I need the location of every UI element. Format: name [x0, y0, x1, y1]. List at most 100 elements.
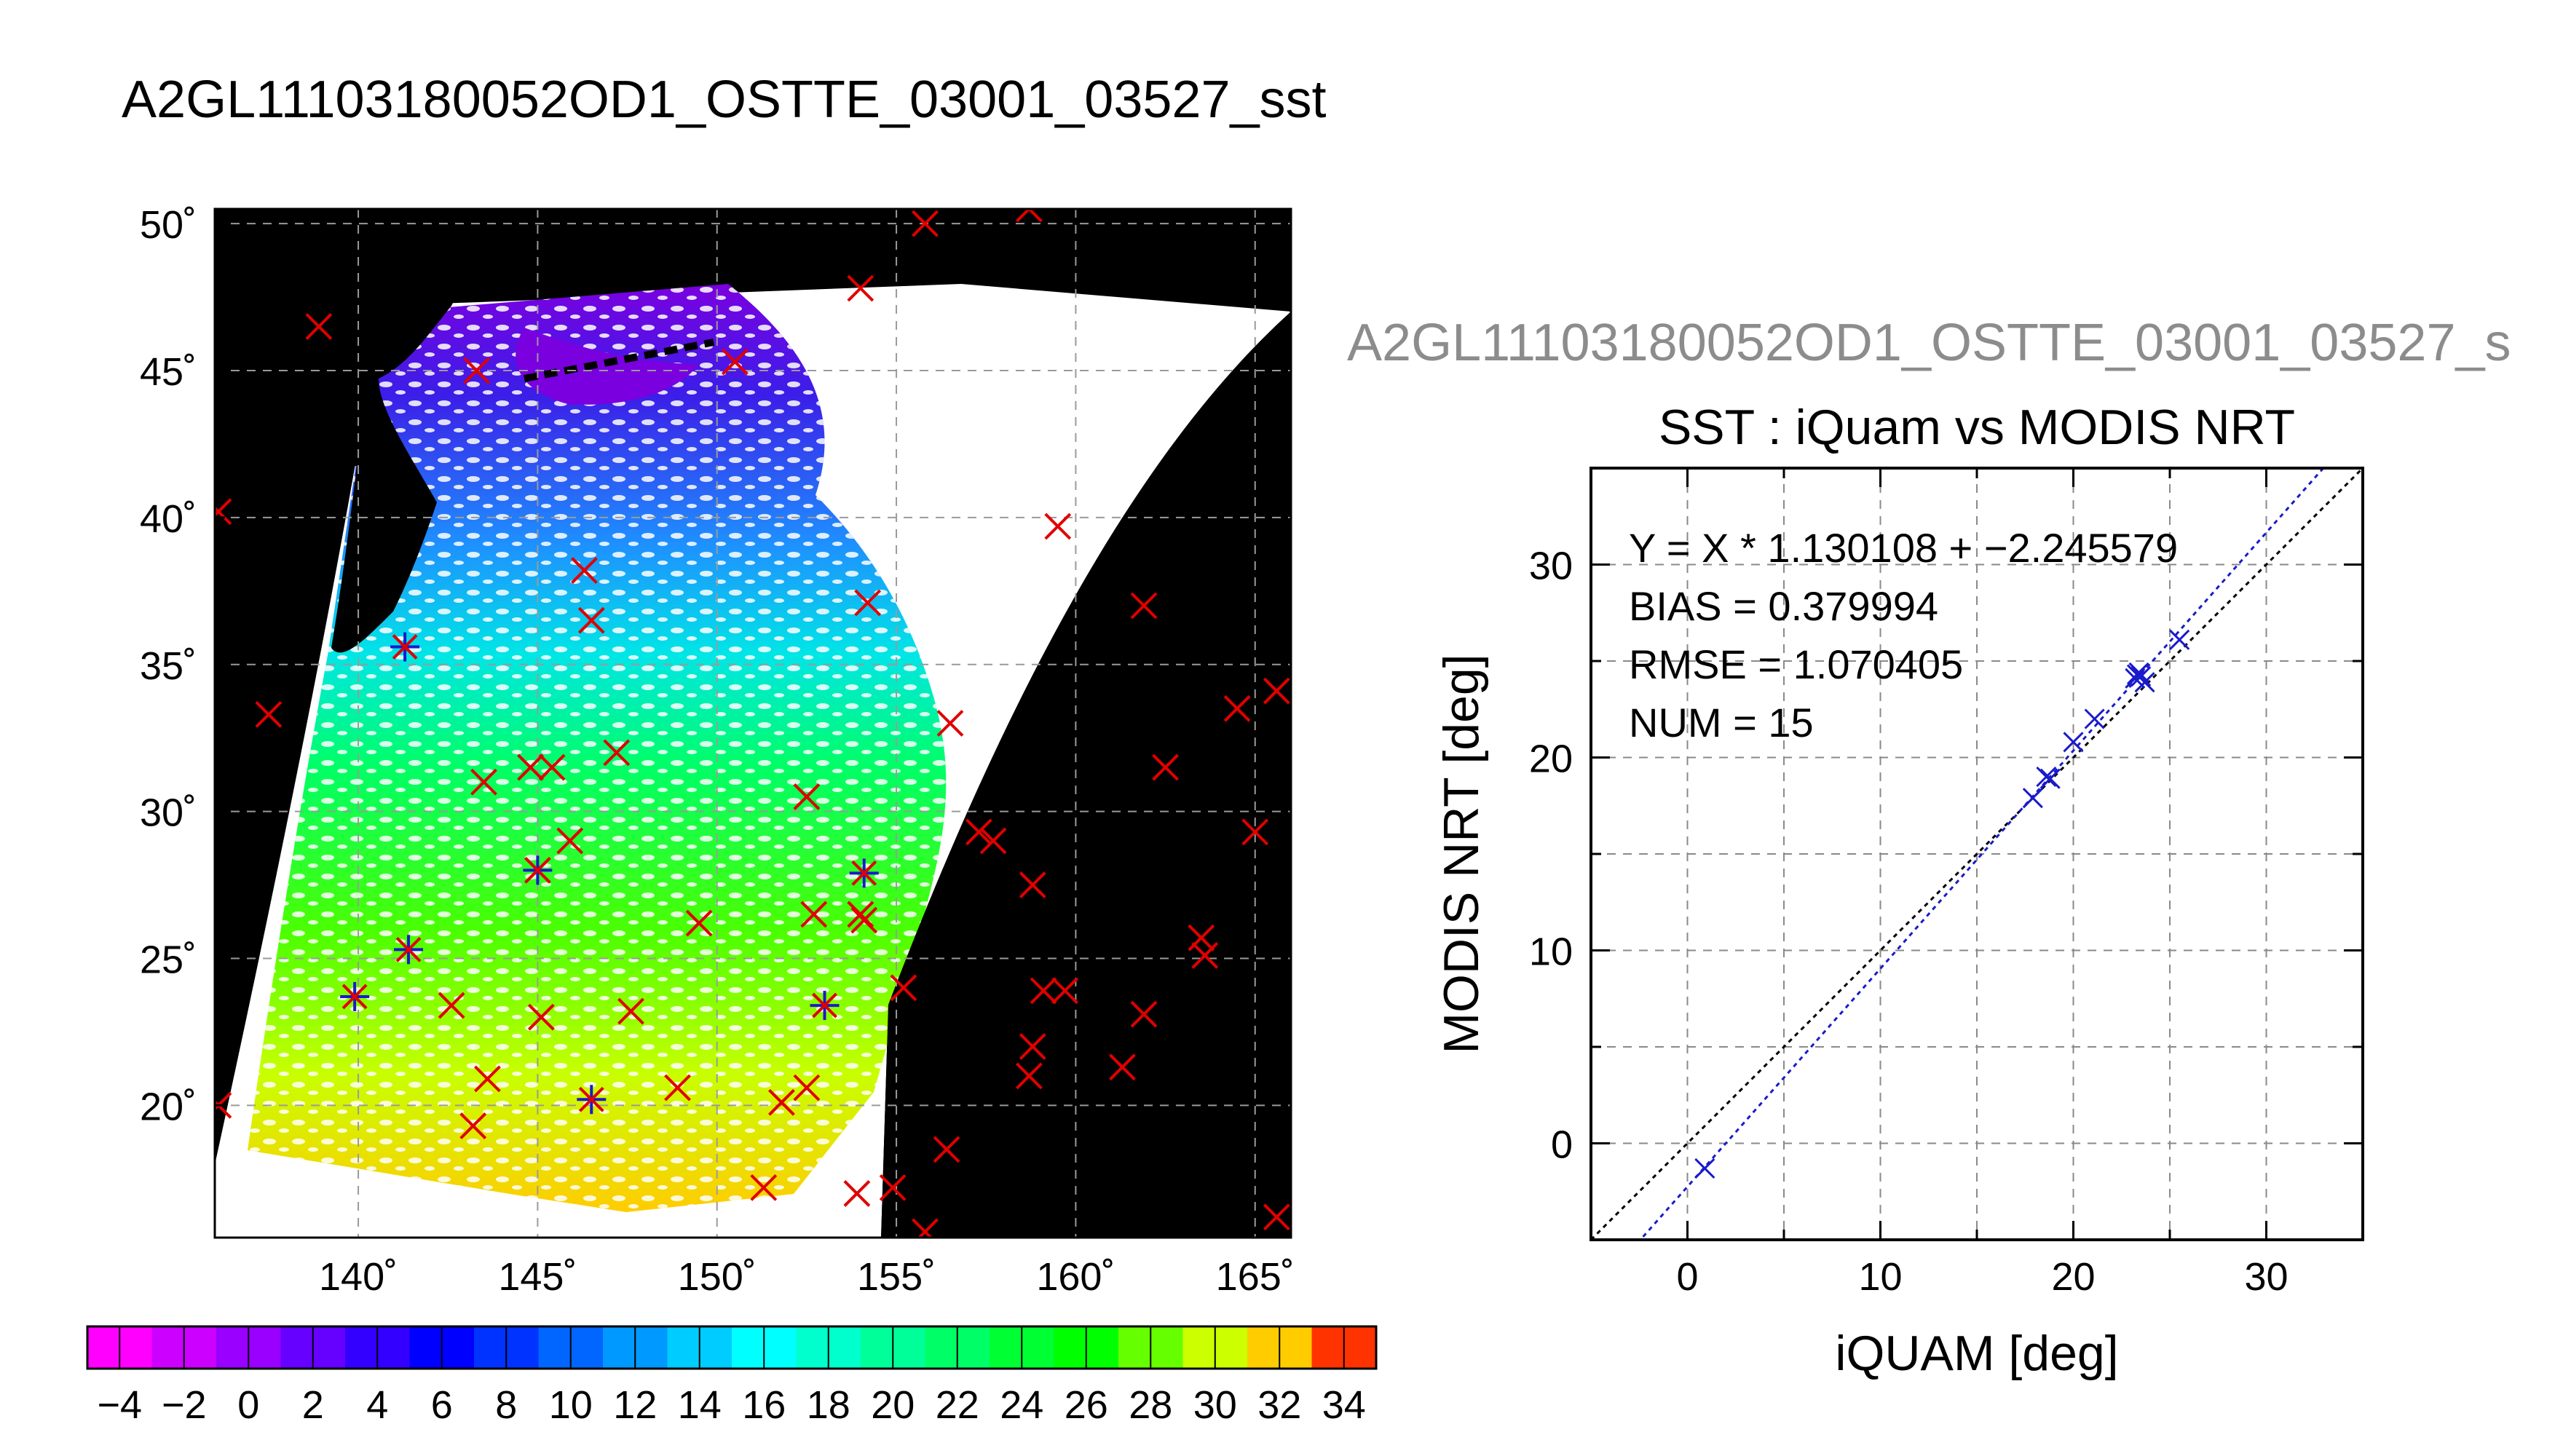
colorbar: −4 −2 0 2 4 6 8 10 12 14 16 18 20 22 24 26 28 30 32 34: [86, 1325, 1378, 1427]
buoy-marker: [850, 906, 878, 934]
buoy-marker: [750, 1174, 778, 1201]
buoy-marker-stroke-b: [603, 739, 631, 767]
colorbar-tick-label: 22: [936, 1383, 979, 1427]
buoy-marker-stroke-b: [305, 313, 333, 340]
buoy-marker: [517, 753, 544, 781]
matchup-marker: [394, 935, 424, 965]
matchup-marker: [849, 858, 879, 888]
buoy-marker: [1223, 695, 1251, 722]
colorbar-tick-label: −2: [162, 1383, 207, 1427]
data-point-stroke-b: [2169, 629, 2190, 650]
buoy-marker-stroke-b: [847, 274, 874, 302]
x-tick-label: 10: [1858, 1255, 1902, 1299]
buoy-marker: [1044, 513, 1072, 540]
buoy-marker-stroke-b: [750, 1174, 778, 1201]
lon-tick-label: 155˚: [857, 1255, 936, 1299]
buoy-marker: [1188, 924, 1215, 951]
colorbar-tick-label: 0: [237, 1383, 259, 1427]
buoy-marker: [685, 909, 713, 937]
off-swath-east: [881, 312, 1291, 1238]
buoy-marker-stroke-b: [917, 1218, 939, 1238]
buoy-marker: [843, 1180, 871, 1207]
buoy-marker: [800, 901, 828, 928]
matchup-cross-stroke-b: [851, 860, 877, 886]
buoy-marker-stroke-a: [1027, 209, 1043, 223]
buoy-marker-stroke-b: [1015, 209, 1032, 223]
data-point-stroke-b: [2039, 768, 2061, 789]
buoy-marker-stroke-b: [1109, 1053, 1136, 1081]
buoy-marker-stroke-b: [890, 974, 917, 1002]
buoy-marker: [438, 992, 465, 1019]
buoy-marker-stroke-b: [936, 710, 964, 737]
scatter-plot: SST : iQuam vs MODIS NRT 0 10 20 300102030 …: [1434, 400, 2364, 1381]
colorbar-tick-label: 30: [1193, 1383, 1237, 1427]
buoy-marker-stroke-b: [1019, 871, 1046, 898]
buoy-marker: [847, 901, 874, 928]
buoy-marker-stroke-b: [965, 818, 992, 846]
lat-tick-label: 25˚: [140, 938, 197, 981]
buoy-marker-stroke-b: [1051, 977, 1079, 1005]
dashed-coast: [524, 339, 714, 382]
matchup-marker: [340, 981, 370, 1011]
buoy-marker-stroke-b: [1263, 1203, 1290, 1231]
buoy-marker: [603, 739, 631, 767]
buoy-marker-stroke-b: [438, 992, 465, 1019]
sst-map: 50˚ 45˚ 40˚ 35˚ 30˚ 25˚ 20˚ 140˚ 145˚ 150˚ 155˚ 16…: [140, 203, 1295, 1299]
buoy-marker-stroke-b: [571, 557, 598, 584]
buoy-marker: [255, 700, 283, 728]
buoy-marker: [305, 313, 333, 340]
buoy-marker: [1019, 871, 1046, 898]
buoy-marker: [617, 997, 644, 1025]
buoy-marker-stroke-b: [527, 1003, 555, 1031]
buoy-marker-stroke-b: [1223, 695, 1251, 722]
scatter-lines: [1591, 468, 2363, 1240]
x-tick-label: 20: [2051, 1255, 2095, 1299]
buoy-marker-stroke-b: [1191, 942, 1219, 969]
buoy-marker: [577, 606, 605, 634]
buoy-marker-stroke-b: [517, 753, 544, 781]
buoy-marker: [965, 818, 992, 846]
buoy-marker: [1130, 592, 1158, 620]
data-point: [2063, 732, 2084, 753]
matchup-cross-stroke-b: [578, 1086, 604, 1112]
buoy-marker-stroke-b: [1188, 924, 1215, 951]
buoy-marker-stroke-b: [1130, 1000, 1158, 1028]
buoy-marker-stroke-b: [255, 700, 283, 728]
buoy-marker-stroke-b: [1044, 513, 1072, 540]
buoy-marker: [1152, 753, 1179, 781]
buoy-marker: [1263, 1203, 1290, 1231]
data-point-stroke-b: [2128, 662, 2149, 683]
buoy-marker: [721, 348, 749, 376]
stat-bias: BIAS = 0.379994: [1629, 583, 1938, 629]
buoy-marker-stroke-b: [800, 901, 828, 928]
buoy-marker-stroke-b: [1130, 592, 1158, 620]
buoy-marker-stroke-b: [1015, 1062, 1043, 1090]
buoy-marker: [933, 1136, 960, 1163]
buoy-marker: [1051, 977, 1079, 1005]
data-point-stroke-b: [2036, 766, 2057, 788]
buoy-marker-stroke-b: [577, 606, 605, 634]
colorbar-tick-label: 12: [613, 1383, 657, 1427]
y-tick-label: 30: [1529, 545, 1573, 588]
colorbar-frame: [86, 1325, 1378, 1370]
lat-tick-label: 40˚: [140, 497, 197, 541]
matchup-cross-stroke-b: [341, 984, 368, 1010]
lon-tick-label: 165˚: [1216, 1255, 1295, 1299]
buoy-marker-stroke-b: [933, 1136, 960, 1163]
matchup-cross: [812, 992, 837, 1018]
colorbar-cells: [87, 1326, 1377, 1369]
y-tick-label: 0: [1551, 1123, 1573, 1167]
buoy-marker-stroke-b: [538, 753, 566, 781]
buoy-marker-stroke-b: [463, 357, 491, 384]
x-tick-label: 30: [2244, 1255, 2288, 1299]
lon-tick-label: 140˚: [319, 1255, 398, 1299]
colorbar-tick-label: 4: [366, 1383, 388, 1427]
buoy-marker: [527, 1003, 555, 1031]
data-point-stroke-b: [2131, 666, 2152, 687]
colorbar-tick-label: 20: [871, 1383, 915, 1427]
buoy-marker: [538, 753, 566, 781]
lon-tick-label: 145˚: [498, 1255, 577, 1299]
matchup-cross-stroke-b: [524, 857, 550, 883]
buoy-marker-stroke-b: [850, 906, 878, 934]
